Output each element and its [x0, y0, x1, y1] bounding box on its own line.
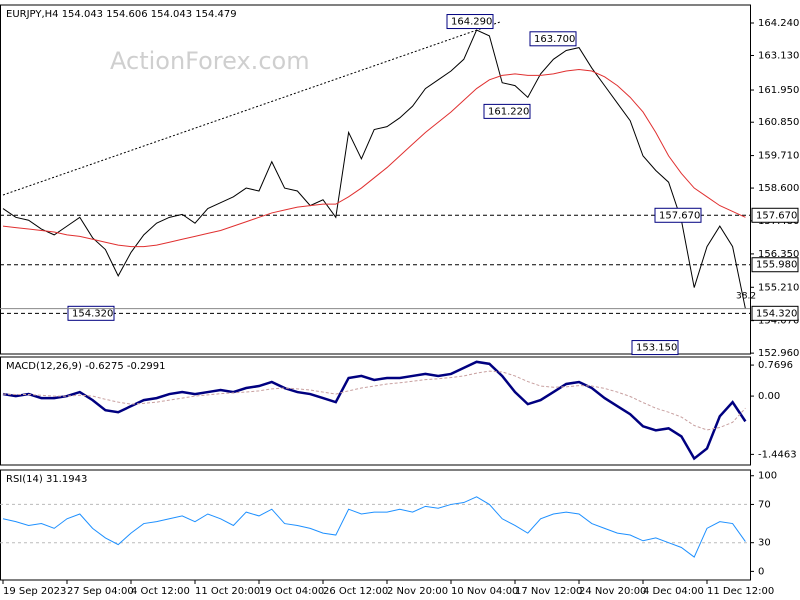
x-tick-label: 11 Dec 12:00 [707, 586, 774, 597]
x-tick-label: 19 Sep 2023 [3, 586, 66, 597]
y-tick-label: 160.850 [758, 117, 799, 128]
series-line [2, 360, 747, 461]
level-label: 157.670 [756, 210, 797, 221]
series-line [2, 29, 746, 309]
y-tick-label: 0 [758, 566, 764, 577]
y-tick-label: 155.210 [758, 282, 799, 293]
level-label-box [751, 207, 799, 223]
y-tick-label: 0.7696 [758, 360, 793, 371]
pane [0, 356, 751, 466]
annotation-label: 153.150 [636, 343, 677, 354]
annotation-box [529, 31, 577, 47]
x-tick-label: 2 Nov 20:00 [387, 586, 448, 597]
annotation-label: 164.290 [451, 17, 492, 28]
x-tick-label: 4 Dec 04:00 [643, 586, 704, 597]
y-tick-label: 164.240 [758, 18, 799, 29]
y-tick-label: 70 [758, 499, 771, 510]
y-tick-label: 161.950 [758, 85, 799, 96]
y-tick-label: 163.130 [758, 50, 799, 61]
pane-title: MACD(12,26,9) -0.6275 -0.2991 [6, 361, 166, 372]
y-tick-label: 158.600 [758, 183, 799, 194]
x-tick-label: 11 Oct 20:00 [195, 586, 260, 597]
y-tick-label: 0.00 [758, 391, 780, 402]
y-tick-label: 154.070 [758, 316, 799, 327]
level-label-box [751, 257, 799, 273]
x-tick-label: 4 Oct 12:00 [131, 586, 190, 597]
annotation-label: 154.320 [72, 308, 113, 319]
annotation-label: 161.220 [488, 106, 529, 117]
level-label: 154.320 [756, 308, 797, 319]
annotation-label: 157.670 [659, 210, 700, 221]
watermark: ActionForex.com [110, 47, 310, 75]
annotation-box [446, 14, 494, 30]
pane [0, 469, 751, 581]
y-tick-label: 100 [758, 471, 777, 482]
pane-title: RSI(14) 31.1943 [6, 474, 87, 485]
series-line [2, 370, 746, 431]
y-tick-label: 152.960 [758, 348, 799, 359]
annotation-box [483, 103, 531, 119]
x-tick-label: 26 Oct 12:00 [323, 586, 388, 597]
annotation-label: 163.700 [534, 34, 575, 45]
y-tick-label: 156.350 [758, 249, 799, 260]
series-line [2, 69, 746, 248]
y-tick-label: 159.710 [758, 151, 799, 162]
level-label-box [751, 305, 799, 321]
level-label: 155.980 [756, 260, 797, 271]
pane [0, 4, 751, 355]
annotation-box [631, 340, 679, 356]
series-line [2, 496, 746, 558]
x-tick-label: 17 Nov 12:00 [515, 586, 582, 597]
annotation-box [67, 305, 115, 321]
annotation-box [654, 207, 702, 223]
x-tick-label: 19 Oct 04:00 [259, 586, 324, 597]
y-tick-label: 30 [758, 538, 771, 549]
x-tick-label: 27 Sep 04:00 [67, 586, 134, 597]
y-tick-label: -1.4463 [758, 449, 797, 460]
x-tick-label: 24 Nov 20:00 [579, 586, 646, 597]
x-tick-label: 10 Nov 04:00 [451, 586, 518, 597]
pane-title: EURJPY,H4 154.043 154.606 154.043 154.47… [6, 9, 237, 20]
fib-label: 38.2 [736, 292, 756, 302]
